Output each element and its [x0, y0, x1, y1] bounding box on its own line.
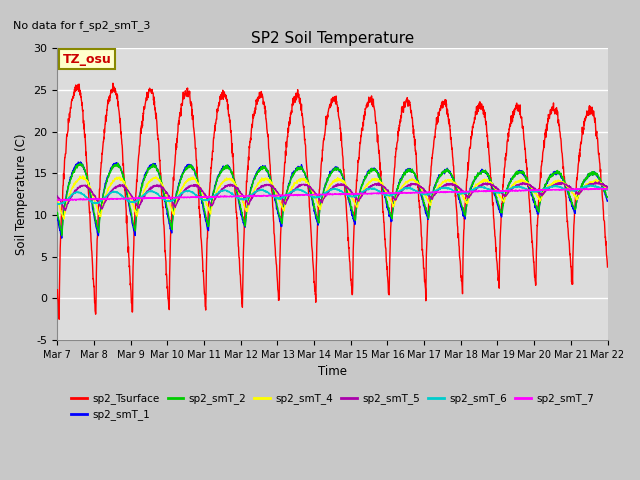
Legend: sp2_Tsurface, sp2_smT_1, sp2_smT_2, sp2_smT_4, sp2_smT_5, sp2_smT_6, sp2_smT_7: sp2_Tsurface, sp2_smT_1, sp2_smT_2, sp2_…	[67, 389, 598, 425]
Y-axis label: Soil Temperature (C): Soil Temperature (C)	[15, 133, 28, 255]
X-axis label: Time: Time	[318, 365, 347, 378]
Text: TZ_osu: TZ_osu	[63, 53, 111, 66]
Title: SP2 Soil Temperature: SP2 Soil Temperature	[251, 31, 414, 46]
Text: No data for f_sp2_smT_3: No data for f_sp2_smT_3	[13, 20, 151, 31]
